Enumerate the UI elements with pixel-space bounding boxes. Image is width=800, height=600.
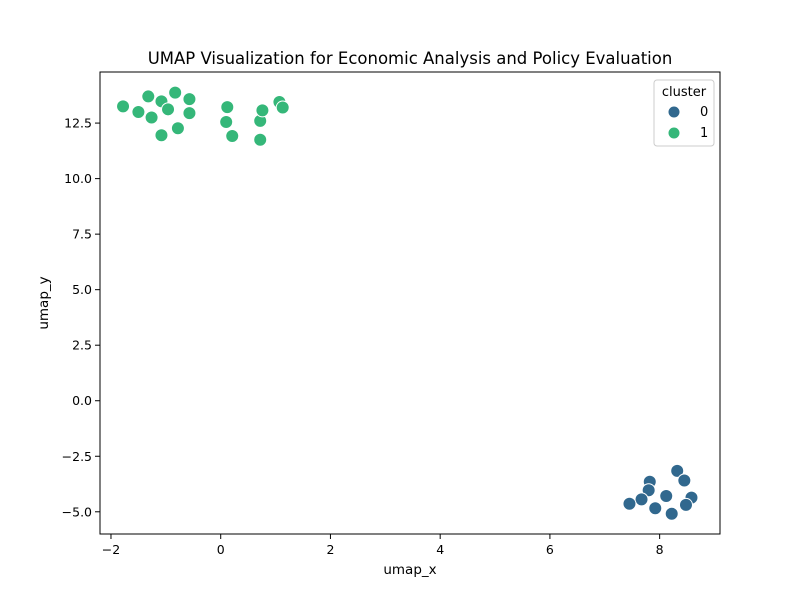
data-point-cluster-1: [168, 85, 183, 100]
data-point-cluster-1: [131, 104, 146, 119]
legend-title: cluster: [662, 85, 707, 100]
x-tick-label: 2: [326, 542, 334, 557]
plot-frame: [99, 71, 721, 535]
legend: cluster 0 1: [653, 79, 715, 147]
data-point-cluster-1: [144, 110, 159, 125]
data-point-cluster-1: [255, 103, 270, 118]
axis-ticks: −2 0 2 4 6 8 −5.0 −2.5 0.0 2.5 5.0 7.5 10.0 12.5: [62, 116, 664, 557]
data-point-cluster-0: [670, 463, 685, 478]
legend-label-cluster-1: 1: [700, 126, 708, 141]
data-point-cluster-1: [116, 99, 131, 114]
x-tick-label: 4: [436, 542, 444, 557]
y-tick-label: 12.5: [64, 116, 92, 131]
data-point-cluster-1: [220, 100, 235, 115]
y-tick-label: −2.5: [62, 449, 92, 464]
legend-marker-cluster-1: [667, 126, 681, 140]
data-points: [116, 85, 699, 521]
data-point-cluster-1: [161, 102, 176, 117]
data-point-cluster-1: [275, 100, 290, 115]
x-tick-label: 8: [656, 542, 664, 557]
y-tick-label: 10.0: [64, 171, 92, 186]
data-point-cluster-0: [622, 496, 637, 511]
data-point-cluster-0: [664, 506, 679, 521]
data-point-cluster-0: [648, 501, 663, 516]
y-tick-label: 5.0: [72, 282, 92, 297]
data-point-cluster-0: [678, 497, 693, 512]
data-point-cluster-1: [225, 128, 240, 143]
y-tick-label: −5.0: [62, 504, 92, 519]
plot-area: [100, 72, 720, 534]
data-point-cluster-1: [219, 114, 234, 129]
data-point-cluster-0: [634, 492, 649, 507]
y-tick-label: 7.5: [72, 227, 92, 242]
data-point-cluster-1: [170, 121, 185, 136]
legend-marker-cluster-0: [667, 105, 681, 119]
x-tick-label: −2: [102, 542, 120, 557]
data-point-cluster-1: [182, 92, 197, 107]
chart-title: UMAP Visualization for Economic Analysis…: [148, 49, 673, 68]
y-tick-label: 2.5: [72, 338, 92, 353]
x-tick-label: 6: [546, 542, 554, 557]
x-tick-label: 0: [217, 542, 225, 557]
y-axis-label: umap_y: [36, 276, 52, 329]
data-point-cluster-1: [141, 89, 156, 104]
data-point-cluster-1: [182, 106, 197, 121]
data-point-cluster-1: [253, 132, 268, 147]
legend-label-cluster-0: 0: [700, 105, 708, 120]
y-tick-label: 0.0: [72, 393, 92, 408]
data-point-cluster-0: [659, 489, 674, 504]
data-point-cluster-1: [154, 128, 169, 143]
data-point-cluster-0: [677, 473, 692, 488]
data-point-cluster-0: [641, 483, 656, 498]
x-axis-label: umap_x: [383, 562, 436, 578]
